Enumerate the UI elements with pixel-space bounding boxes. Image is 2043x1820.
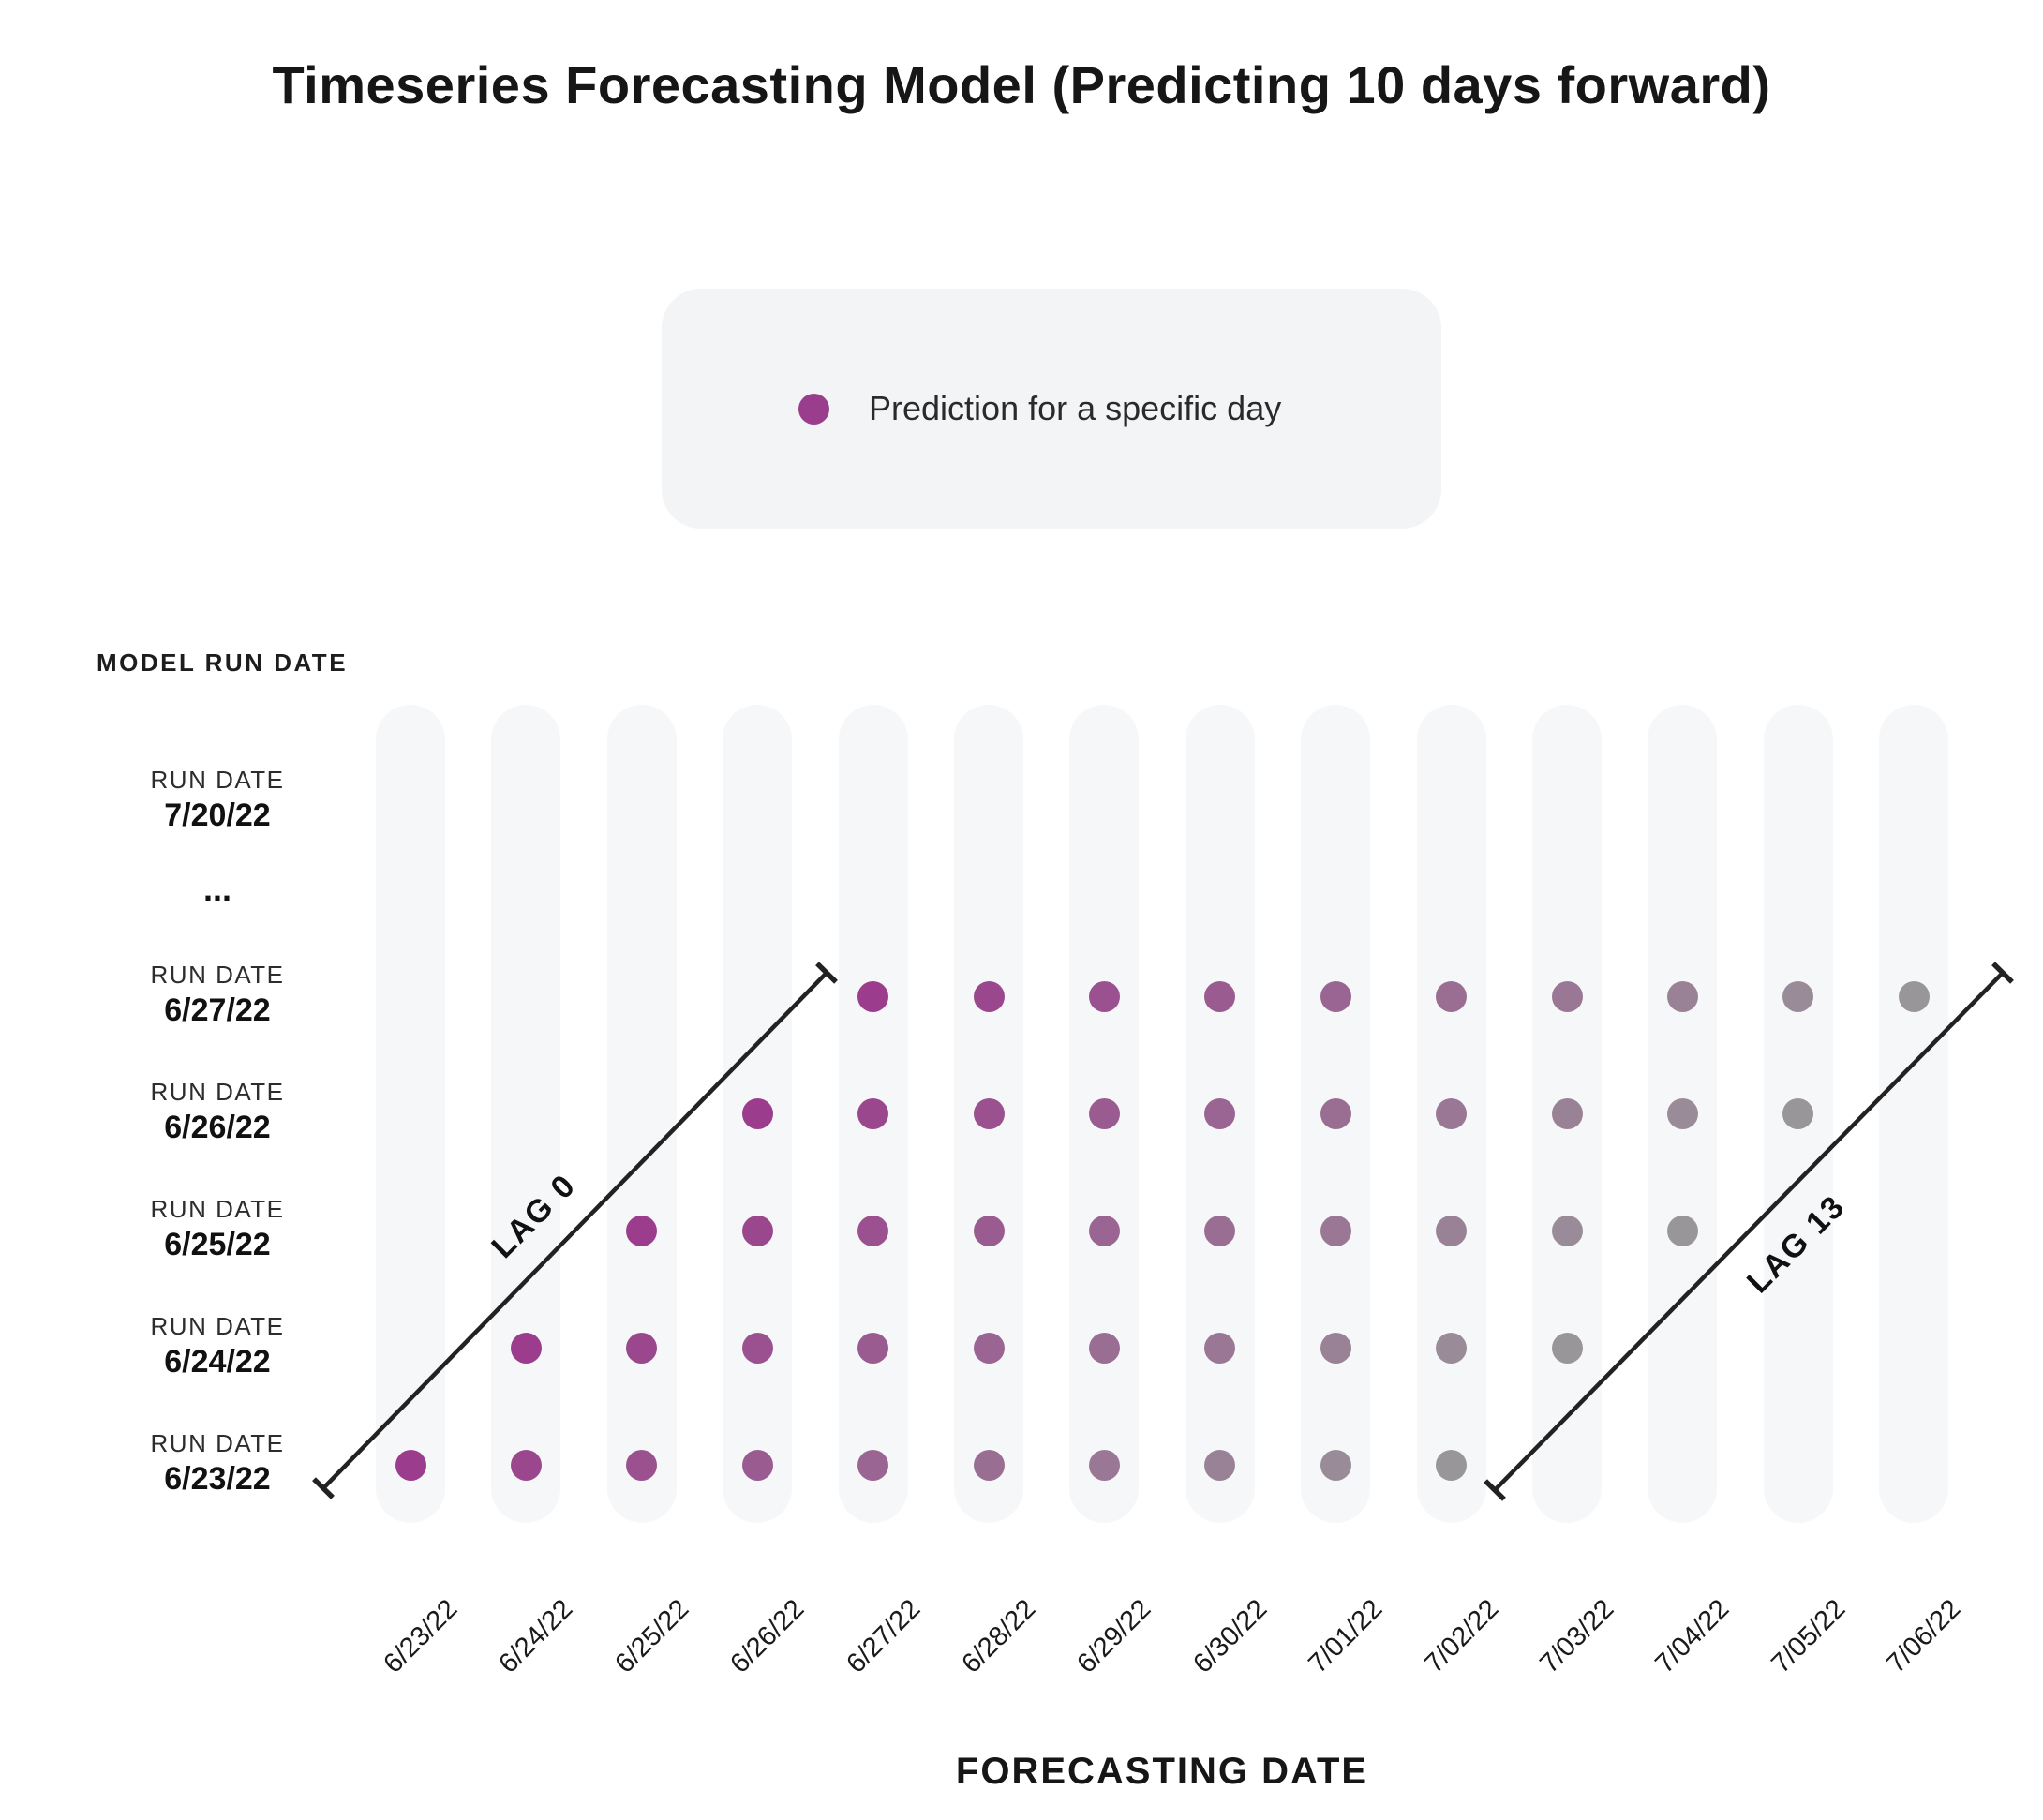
run-date-value: 7/20/22 (164, 798, 271, 833)
prediction-dot (1551, 1097, 1583, 1129)
prediction-dot (1088, 980, 1120, 1012)
prediction-dot (1666, 1097, 1698, 1129)
prediction-dot (857, 1332, 889, 1364)
prediction-dot (973, 1215, 1005, 1246)
column-track (606, 705, 677, 1523)
prediction-dot (1782, 1097, 1814, 1129)
run-date-value: 6/27/22 (164, 992, 271, 1028)
prediction-dot (626, 1215, 658, 1246)
prediction-dot (857, 980, 889, 1012)
x-tick-label: 7/06/22 (1881, 1593, 1967, 1679)
prediction-dot (1436, 1332, 1468, 1364)
run-date-prefix: RUN DATE (150, 766, 285, 794)
x-tick-label: 7/04/22 (1649, 1593, 1736, 1679)
prediction-dot (1436, 1097, 1468, 1129)
x-tick-label: 6/25/22 (609, 1593, 695, 1679)
prediction-dot (626, 1332, 658, 1364)
run-date-label: RUN DATE 6/24/22 (96, 1312, 339, 1380)
prediction-dot (741, 1097, 773, 1129)
x-tick-label: 7/05/22 (1766, 1593, 1852, 1679)
prediction-dot (1782, 980, 1814, 1012)
prediction-dot (510, 1449, 542, 1481)
y-axis-title: MODEL RUN DATE (97, 649, 349, 677)
prediction-dot (741, 1332, 773, 1364)
prediction-dot (510, 1332, 542, 1364)
prediction-dot (1898, 980, 1930, 1012)
prediction-dot (1436, 1215, 1468, 1246)
prediction-dot (395, 1449, 426, 1481)
run-date-prefix: RUN DATE (150, 1429, 285, 1457)
prediction-dot (857, 1097, 889, 1129)
prediction-dot (1204, 1097, 1236, 1129)
legend-label: Prediction for a specific day (869, 389, 1282, 427)
prediction-dot (1088, 1097, 1120, 1129)
prediction-dot (1088, 1215, 1120, 1246)
prediction-dot (973, 1097, 1005, 1129)
prediction-dot (1436, 980, 1468, 1012)
legend-box: Prediction for a specific day (662, 289, 1441, 529)
x-tick-label: 6/26/22 (724, 1593, 811, 1679)
run-date-label: RUN DATE 6/23/22 (96, 1429, 339, 1497)
prediction-dot (1204, 1215, 1236, 1246)
column-track (1879, 705, 1949, 1523)
run-date-prefix: RUN DATE (150, 1195, 285, 1223)
prediction-dot (1320, 1097, 1351, 1129)
legend-prediction-dot-icon (798, 393, 829, 425)
prediction-dot (626, 1449, 658, 1481)
run-date-label: RUN DATE 6/25/22 (96, 1195, 339, 1262)
prediction-dot (857, 1215, 889, 1246)
prediction-dot (1204, 1449, 1236, 1481)
prediction-dot (1320, 1332, 1351, 1364)
prediction-dot (741, 1215, 773, 1246)
run-date-value: 6/24/22 (164, 1344, 271, 1380)
run-date-label: RUN DATE 6/27/22 (96, 961, 339, 1028)
x-tick-label: 6/24/22 (493, 1593, 579, 1679)
prediction-dot (1551, 980, 1583, 1012)
prediction-dot (1088, 1449, 1120, 1481)
prediction-dot (1204, 980, 1236, 1012)
prediction-dot (973, 1332, 1005, 1364)
run-date-value: 6/23/22 (164, 1461, 271, 1497)
run-date-prefix: RUN DATE (150, 961, 285, 989)
prediction-dot (1088, 1332, 1120, 1364)
x-tick-label: 6/23/22 (378, 1593, 464, 1679)
prediction-dot (1320, 1215, 1351, 1246)
run-date-prefix: RUN DATE (150, 1078, 285, 1106)
prediction-dot (1320, 980, 1351, 1012)
prediction-dot (1320, 1449, 1351, 1481)
prediction-dot (1551, 1215, 1583, 1246)
column-track (491, 705, 561, 1523)
run-date-value: 6/26/22 (164, 1110, 271, 1145)
prediction-dot (1666, 1215, 1698, 1246)
prediction-dot (973, 980, 1005, 1012)
column-track (376, 705, 445, 1523)
chart-title: Timeseries Forecasting Model (Predicting… (272, 55, 1771, 114)
prediction-dot (1436, 1449, 1468, 1481)
run-date-label: RUN DATE 6/26/22 (96, 1078, 339, 1145)
prediction-dot (1666, 980, 1698, 1012)
run-date-label: RUN DATE 7/20/22 (96, 766, 339, 833)
run-date-prefix: RUN DATE (150, 1312, 285, 1340)
run-date-value: 6/25/22 (164, 1227, 271, 1262)
prediction-dot (973, 1449, 1005, 1481)
prediction-dot (1204, 1332, 1236, 1364)
x-axis-title: FORECASTING DATE (955, 1751, 1369, 1792)
prediction-dot (857, 1449, 889, 1481)
prediction-dot (741, 1449, 773, 1481)
run-date-ellipsis: ... (202, 870, 231, 908)
prediction-dot (1551, 1332, 1583, 1364)
